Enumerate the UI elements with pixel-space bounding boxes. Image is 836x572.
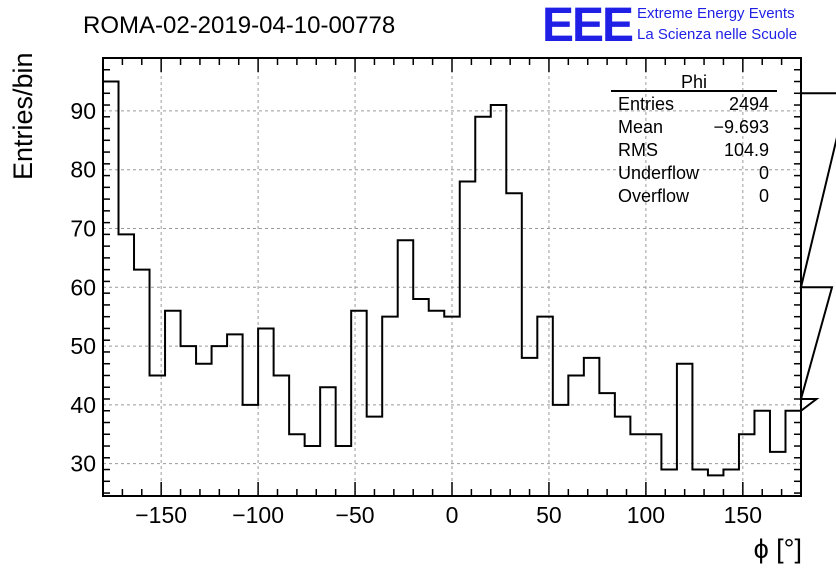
y-tick-label: 50	[70, 333, 96, 359]
chart-title: ROMA-02-2019-04-10-00778	[83, 12, 395, 39]
y-tick-label: 90	[70, 98, 96, 124]
y-tick-labels: 30 40 50 60 70 80 90	[70, 98, 96, 477]
stats-label: RMS	[618, 140, 658, 160]
y-tick-label: 60	[70, 274, 96, 300]
x-tick-label: 100	[627, 502, 665, 528]
stats-value: 2494	[729, 94, 769, 114]
stats-value: −9.693	[713, 117, 769, 137]
logo-line-1: Extreme Energy Events	[637, 5, 795, 22]
logo-line-2: La Scienza nelle Scuole	[637, 26, 797, 43]
stats-label: Mean	[618, 117, 663, 137]
stats-value: 0	[759, 186, 769, 206]
y-tick-label: 70	[70, 215, 96, 241]
stats-label: Overflow	[618, 186, 690, 206]
y-tick-label: 80	[70, 157, 96, 183]
stats-label: Underflow	[618, 163, 700, 183]
x-tick-labels: −150 −100 −50 0 50 100 150	[135, 502, 762, 528]
stats-label: Entries	[618, 94, 674, 114]
stats-value: 0	[759, 163, 769, 183]
x-tick-label: −100	[232, 502, 284, 528]
logo-mark: EEE	[542, 0, 633, 52]
x-axis-title: ϕ [°]	[754, 534, 802, 564]
stats-value: 104.9	[724, 140, 769, 160]
eee-logo: EEE Extreme Energy Events La Scienza nel…	[542, 0, 797, 52]
stats-name: Phi	[681, 72, 707, 92]
y-axis-title: Entries/bin	[8, 52, 38, 180]
x-tick-label: 150	[724, 502, 762, 528]
histogram-series	[102, 80, 836, 496]
x-tick-label: 50	[536, 502, 562, 528]
axis-ticks	[102, 58, 802, 496]
histogram-outline	[102, 80, 836, 496]
stats-box: Phi Entries 2494 Mean −9.693 RMS 104.9 Underfl…	[611, 72, 777, 206]
grid-lines	[103, 58, 801, 496]
y-tick-label: 40	[70, 392, 96, 418]
y-tick-label: 30	[70, 451, 96, 477]
x-tick-label: −150	[135, 502, 187, 528]
x-tick-label: 0	[446, 502, 459, 528]
stats-rows: Entries 2494 Mean −9.693 RMS 104.9 Underflow 0 O…	[618, 94, 769, 206]
x-tick-label: −50	[336, 502, 375, 528]
